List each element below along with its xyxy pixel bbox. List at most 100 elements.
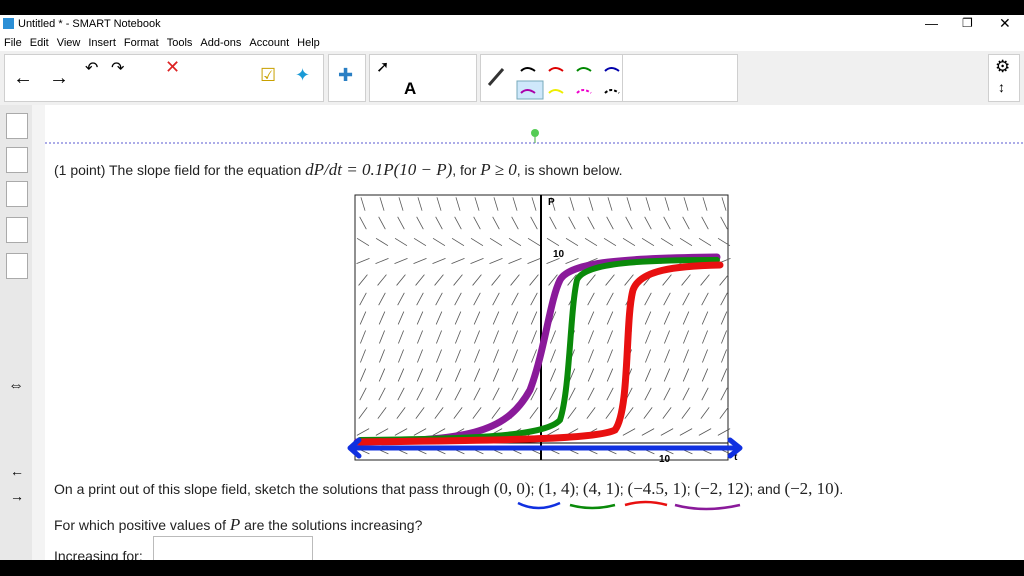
- slope-mark: [586, 274, 596, 286]
- pen-pink[interactable]: [576, 89, 592, 94]
- slope-mark: [415, 274, 425, 286]
- slope-mark: [663, 311, 671, 325]
- pen-dashed[interactable]: [604, 89, 620, 94]
- slope-mark: [472, 407, 482, 419]
- slope-mark: [717, 428, 731, 436]
- pen-tool[interactable]: [487, 68, 505, 86]
- minimize[interactable]: —: [925, 16, 938, 31]
- menu-item[interactable]: View: [56, 36, 81, 49]
- slope-mark: [511, 311, 519, 325]
- slope-mark: [454, 292, 462, 306]
- prev-page[interactable]: ←: [10, 463, 24, 479]
- slope-mark: [473, 292, 481, 306]
- menu-item[interactable]: Tools: [166, 36, 193, 49]
- tool-group: ✚: [328, 54, 366, 102]
- close[interactable]: ✕: [999, 15, 1011, 31]
- underline: [624, 500, 668, 507]
- puzzle-button[interactable]: ✚: [338, 65, 354, 85]
- page-sorter-tab[interactable]: [6, 113, 28, 139]
- slope-mark: [491, 274, 501, 286]
- slope-mark: [606, 311, 614, 325]
- forward-button[interactable]: →: [49, 67, 69, 89]
- slope-mark: [701, 292, 709, 306]
- delete-button[interactable]: ✕: [165, 57, 181, 77]
- slope-mark: [588, 197, 594, 211]
- pen-purple: [520, 89, 536, 94]
- slope-mark: [682, 387, 690, 401]
- slope-mark: [470, 237, 484, 247]
- check-button[interactable]: ☑: [260, 65, 277, 85]
- menu-item[interactable]: Help: [297, 36, 320, 49]
- toolbar: ← → ↶ ↷ ✕ ☑ ✦ ✚ ➚ A ⚙ ↕: [0, 51, 1024, 106]
- pen-red[interactable]: [548, 67, 564, 72]
- menu-item[interactable]: File: [4, 36, 22, 49]
- pen-yellow[interactable]: [548, 89, 564, 94]
- slope-mark: [435, 311, 443, 325]
- slope-mark: [491, 407, 501, 419]
- slope-mark: [641, 428, 655, 436]
- slope-mark: [434, 274, 444, 286]
- slope-mark: [663, 387, 671, 401]
- answer-input[interactable]: [153, 536, 313, 562]
- axis-label: P: [548, 197, 555, 208]
- slope-mark: [493, 330, 499, 344]
- slope-mark: [473, 387, 481, 401]
- menu-item[interactable]: Edit: [29, 36, 49, 49]
- slope-mark: [721, 330, 727, 344]
- slope-mark: [396, 274, 406, 286]
- slope-mark: [698, 237, 712, 247]
- next-page[interactable]: →: [10, 488, 24, 504]
- slope-mark: [606, 387, 614, 401]
- page: (1 point) The slope field for the equati…: [45, 105, 1024, 564]
- menu-item[interactable]: Add-ons: [200, 36, 242, 49]
- slope-mark: [416, 368, 424, 382]
- slope-mark: [398, 349, 404, 363]
- slope-mark: [548, 274, 558, 286]
- gallery-tab[interactable]: [6, 147, 28, 173]
- slope-mark: [701, 216, 709, 230]
- restore[interactable]: ❐: [962, 16, 973, 30]
- addons-tab[interactable]: [6, 253, 28, 279]
- slope-mark: [527, 237, 541, 247]
- slope-mark: [360, 197, 366, 211]
- slope-mark: [702, 330, 708, 344]
- addon-button[interactable]: ✦: [295, 65, 311, 85]
- resize-sidebar[interactable]: ⇔: [8, 377, 24, 394]
- slope-mark: [567, 407, 577, 419]
- point: (−2, 12): [694, 479, 750, 498]
- text-tool[interactable]: A: [404, 79, 417, 98]
- slope-mark: [530, 216, 538, 230]
- slope-mark: [356, 257, 370, 265]
- slope-mark: [644, 216, 652, 230]
- slope-mark: [587, 368, 595, 382]
- slope-mark: [664, 330, 670, 344]
- settings-button[interactable]: ⚙: [995, 57, 1011, 76]
- slope-mark: [531, 197, 537, 211]
- slope-mark: [454, 368, 462, 382]
- menu-item[interactable]: Insert: [88, 36, 116, 49]
- text: For which positive values of: [54, 517, 226, 533]
- separator: ;: [686, 481, 691, 497]
- slope-mark: [645, 197, 651, 211]
- select-tool[interactable]: ➚: [376, 59, 390, 76]
- move-toolbar[interactable]: ↕: [998, 79, 1005, 95]
- slope-mark: [473, 368, 481, 382]
- window-title: Untitled * - SMART Notebook: [18, 18, 161, 30]
- scrollbar[interactable]: [32, 105, 45, 560]
- rotate-handle[interactable]: [531, 129, 539, 137]
- slope-mark: [624, 274, 634, 286]
- attachments-tab[interactable]: [6, 181, 28, 207]
- menu-item[interactable]: Format: [123, 36, 159, 49]
- properties-tab[interactable]: [6, 217, 28, 243]
- slope-mark: [358, 407, 368, 419]
- slope-mark: [455, 330, 461, 344]
- slope-mark: [607, 197, 613, 211]
- menu-item[interactable]: Account: [249, 36, 290, 49]
- back-button[interactable]: ←: [13, 67, 33, 89]
- slope-mark: [397, 216, 405, 230]
- pen-green[interactable]: [576, 67, 592, 72]
- pen-blue[interactable]: [604, 67, 620, 72]
- pen-black[interactable]: [520, 67, 536, 72]
- redo-button[interactable]: ↷: [111, 60, 125, 77]
- undo-button[interactable]: ↶: [85, 60, 99, 77]
